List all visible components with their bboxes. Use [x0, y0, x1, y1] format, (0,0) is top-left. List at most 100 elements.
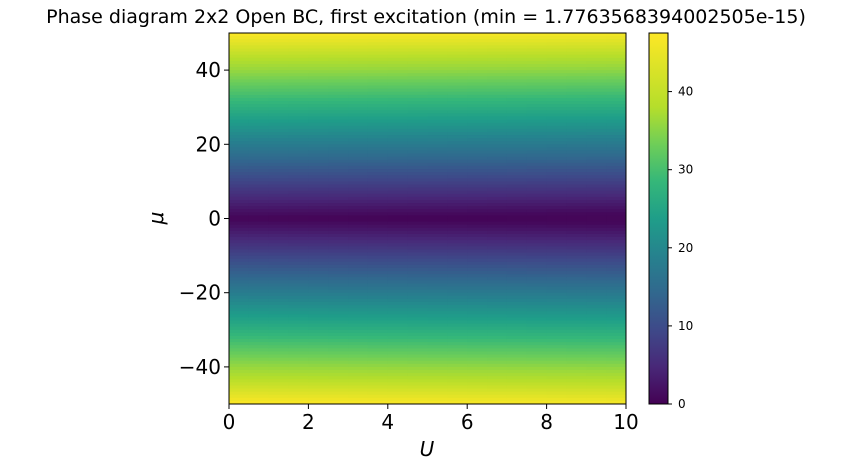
heatmap-cell	[348, 159, 369, 164]
heatmap-cell	[407, 184, 429, 189]
heatmap-cell	[367, 73, 389, 77]
heatmap-cell	[467, 212, 488, 217]
heatmap-cell	[268, 206, 290, 210]
heatmap-cell	[427, 104, 448, 108]
heatmap-cell	[526, 135, 548, 139]
heatmap-cell	[586, 51, 607, 56]
heatmap-cell	[229, 218, 250, 223]
heatmap-cell	[447, 354, 468, 359]
heatmap-cell	[427, 308, 448, 312]
heatmap-cell	[506, 397, 528, 402]
heatmap-cell	[288, 70, 309, 74]
heatmap-cell	[348, 156, 369, 161]
heatmap-cell	[308, 104, 329, 108]
heatmap-cell	[308, 301, 329, 306]
heatmap-cell	[308, 351, 329, 356]
heatmap-cell	[427, 187, 448, 192]
heatmap-cell	[506, 348, 528, 353]
heatmap-cell	[487, 317, 508, 322]
heatmap-cell	[367, 261, 389, 266]
heatmap-cell	[467, 227, 488, 232]
heatmap-cell	[526, 73, 548, 77]
heatmap-cell	[467, 110, 488, 114]
heatmap-cell	[308, 203, 329, 207]
heatmap-cell	[308, 215, 329, 220]
heatmap-cell	[566, 224, 587, 229]
heatmap-cell	[387, 128, 409, 133]
heatmap-cell	[506, 354, 528, 359]
heatmap-cell	[526, 156, 548, 161]
heatmap-cell	[447, 311, 468, 315]
heatmap-cell	[427, 159, 448, 164]
heatmap-cell	[367, 240, 389, 244]
heatmap-cell	[308, 150, 329, 155]
heatmap-cell	[308, 363, 329, 368]
heatmap-cell	[526, 301, 548, 306]
heatmap-cell	[506, 147, 528, 152]
heatmap-cell	[367, 119, 389, 124]
heatmap-cell	[467, 271, 488, 275]
heatmap-cell	[546, 345, 568, 349]
heatmap-cell	[447, 141, 468, 145]
heatmap-cell	[229, 329, 250, 334]
heatmap-cell	[328, 215, 349, 220]
heatmap-cell	[387, 73, 409, 77]
heatmap-cell	[526, 230, 548, 235]
heatmap-cell	[526, 382, 548, 387]
heatmap-cell	[328, 382, 349, 387]
heatmap-cell	[407, 292, 429, 297]
heatmap-cell	[328, 159, 349, 164]
heatmap-cell	[606, 156, 626, 161]
heatmap-cell	[427, 237, 448, 241]
y-tick-label: −40	[179, 355, 221, 379]
heatmap-cell	[308, 48, 329, 53]
heatmap-cell	[407, 51, 429, 56]
heatmap-cell	[546, 101, 568, 105]
heatmap-cell	[248, 110, 270, 114]
heatmap-cell	[467, 175, 488, 179]
heatmap-cell	[546, 280, 568, 285]
heatmap-cell	[348, 267, 369, 272]
heatmap-cell	[566, 397, 587, 402]
heatmap-cell	[288, 104, 309, 108]
heatmap-cell	[586, 184, 607, 189]
heatmap-cell	[268, 280, 290, 285]
heatmap-cell	[288, 79, 309, 84]
heatmap-cell	[308, 218, 329, 223]
heatmap-cell	[447, 172, 468, 176]
heatmap-cell	[387, 320, 409, 325]
heatmap-cell	[229, 33, 250, 37]
heatmap-cell	[427, 156, 448, 161]
heatmap-cell	[248, 264, 270, 269]
heatmap-cell	[606, 209, 626, 213]
heatmap-cell	[268, 209, 290, 213]
heatmap-cell	[248, 277, 270, 281]
heatmap-cell	[506, 76, 528, 80]
heatmap-cell	[229, 224, 250, 229]
heatmap-cell	[606, 264, 626, 269]
heatmap-cell	[526, 85, 548, 90]
heatmap-cell	[268, 187, 290, 192]
heatmap-cell	[427, 48, 448, 53]
heatmap-cell	[248, 224, 270, 229]
heatmap-cell	[348, 138, 369, 142]
heatmap-cell	[467, 79, 488, 84]
heatmap-cell	[487, 104, 508, 108]
heatmap-cell	[487, 348, 508, 353]
heatmap-cell	[367, 206, 389, 210]
heatmap-cell	[606, 203, 626, 207]
heatmap-cell	[546, 326, 568, 331]
heatmap-cell	[268, 141, 290, 145]
heatmap-cell	[427, 147, 448, 152]
heatmap-cell	[427, 314, 448, 319]
heatmap-cell	[427, 107, 448, 111]
heatmap-cell	[268, 246, 290, 251]
heatmap-cell	[248, 138, 270, 142]
heatmap-cell	[288, 394, 309, 399]
heatmap-cell	[268, 193, 290, 198]
heatmap-cell	[546, 369, 568, 374]
heatmap-cell	[248, 271, 270, 275]
heatmap-cell	[248, 85, 270, 90]
heatmap-cell	[348, 122, 369, 127]
heatmap-cell	[348, 335, 369, 340]
